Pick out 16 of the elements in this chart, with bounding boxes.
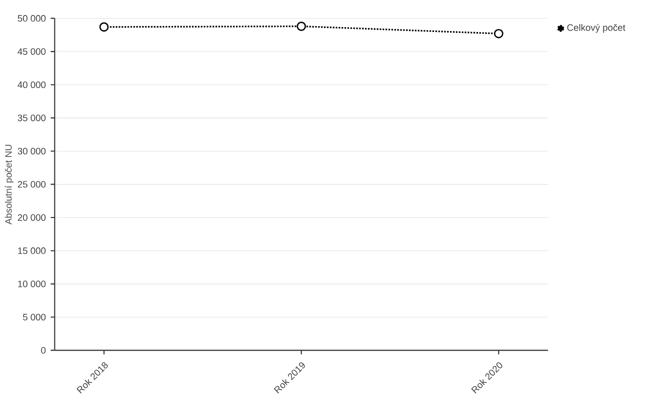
y-tick-label: 5 000 — [22, 314, 46, 320]
legend-label: Celkový počet — [567, 24, 626, 33]
y-tick-label: 50 000 — [18, 15, 46, 22]
y-tick-label: 15 000 — [18, 247, 46, 254]
y-tick-label: 0 — [41, 347, 46, 354]
y-axis-title: Absolutní počet NU — [4, 144, 14, 225]
point — [494, 28, 504, 38]
y-tick-label: 20 000 — [18, 214, 46, 221]
y-tick-label: 35 000 — [18, 114, 46, 122]
y-tick-label: 45 000 — [18, 48, 46, 55]
point — [99, 22, 109, 32]
point — [296, 22, 306, 31]
y-tick-label: 30 000 — [18, 148, 46, 154]
y-tick-label: 40 000 — [18, 81, 46, 88]
y-tick-label: 25 000 — [18, 181, 46, 188]
y-tick-label: 10 000 — [18, 280, 46, 288]
